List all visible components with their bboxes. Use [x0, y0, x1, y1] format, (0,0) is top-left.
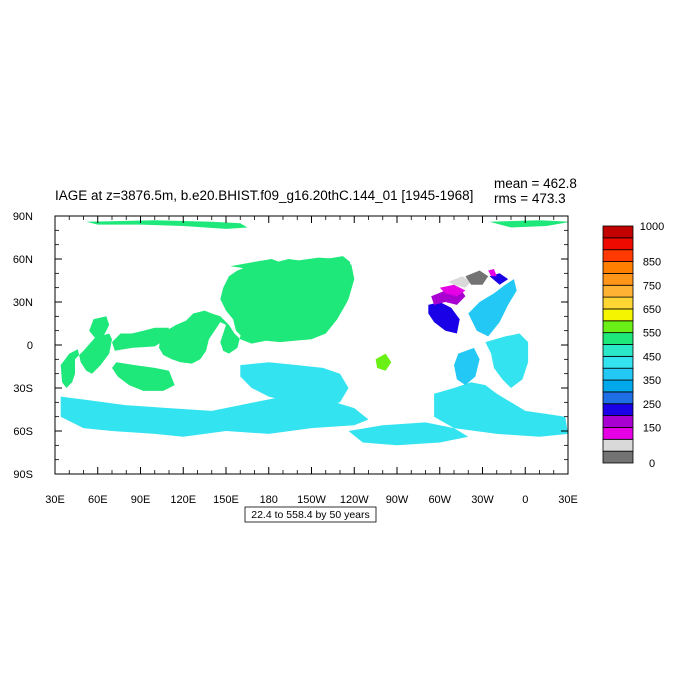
colorbar-box-5: [602, 391, 634, 405]
colorbar: 0 150 250 350 450 550 650 750 850 1000: [602, 221, 664, 470]
mean-stat: mean = 462.8: [494, 176, 577, 191]
age-region-21: [465, 270, 489, 285]
age-region-6: [197, 342, 202, 354]
x-tick-label-4: 150E: [213, 494, 239, 506]
colorbar-box-0: [602, 450, 634, 464]
age-region-12: [434, 382, 568, 437]
x-tick-label-9: 60W: [428, 494, 451, 506]
colorbar-box-17: [602, 249, 634, 262]
colorbar-label-1: 150: [643, 422, 661, 434]
colorbar-label-5: 550: [643, 328, 661, 340]
age-region-17: [428, 302, 460, 334]
colorbar-box-12: [602, 308, 634, 322]
colorbar-box-15: [602, 272, 634, 286]
colorbar-label-0: 0: [649, 458, 655, 470]
colorbar-box-14: [602, 284, 634, 298]
y-tick-label-1: 60N: [13, 254, 33, 266]
colorbar-box-2: [602, 427, 634, 440]
x-tick-label-10: 30W: [471, 494, 494, 506]
colorbar-label-8: 850: [643, 257, 661, 269]
x-tick-label-3: 120E: [170, 494, 196, 506]
colorbar-box-4: [602, 403, 634, 417]
colorbar-box-1: [602, 438, 634, 452]
y-tick-label-0: 90N: [13, 211, 33, 223]
chart-title: IAGE at z=3876.5m, b.e20.BHIST.f09_g16.2…: [55, 188, 473, 203]
age-region-10: [60, 393, 369, 437]
colorbar-box-16: [602, 261, 634, 274]
age-region-7: [86, 220, 248, 229]
age-region-15: [454, 347, 480, 386]
x-tick-label-8: 90W: [386, 494, 409, 506]
x-tick-label-5: 180: [260, 494, 278, 506]
colorbar-label-4: 450: [643, 351, 661, 363]
x-tick-label-11: 0: [522, 494, 528, 506]
age-region-8: [489, 220, 568, 228]
age-region-13: [485, 333, 529, 388]
y-tick-label-2: 30N: [13, 297, 33, 309]
age-region-14: [348, 422, 469, 446]
age-region-19: [439, 284, 466, 297]
colorbar-box-11: [602, 320, 634, 334]
map-plot-area: 30E 60E 90E 120E 150E 180 150W 120W 90W 60W 30W 0 30…: [13, 211, 578, 506]
y-tick-label-6: 90S: [13, 469, 33, 481]
colorbar-label-2: 250: [643, 399, 661, 411]
age-region-3: [89, 316, 110, 338]
colorbar-box-3: [602, 415, 634, 428]
colorbar-box-18: [602, 237, 634, 251]
age-region-11: [240, 362, 349, 409]
age-region-23: [488, 269, 497, 277]
x-tick-label-1: 60E: [88, 494, 108, 506]
colorbar-box-10: [602, 332, 634, 345]
colorbar-label-6: 650: [643, 304, 661, 316]
age-region-20: [448, 276, 472, 288]
x-tick-label-7: 120W: [340, 494, 369, 506]
colorbar-box-7: [602, 367, 634, 381]
age-region-5: [112, 362, 175, 391]
colorbar-box-19: [602, 225, 634, 239]
x-tick-label-12: 30E: [558, 494, 578, 506]
x-tick-label-2: 90E: [131, 494, 151, 506]
age-region-1: [220, 257, 355, 343]
age-region-2: [60, 333, 112, 388]
colorbar-label-7: 750: [643, 280, 661, 292]
y-tick-label-3: 0: [27, 340, 33, 352]
colorbar-box-9: [602, 344, 634, 357]
rms-stat: rms = 473.3: [494, 191, 566, 206]
age-region-9: [375, 353, 392, 371]
x-tick-label-6: 150W: [297, 494, 326, 506]
colorbar-label-3: 350: [643, 375, 661, 387]
contour-info-text: 22.4 to 558.4 by 50 years: [251, 509, 370, 521]
contour-info-box: [244, 506, 377, 523]
colorbar-box-6: [602, 379, 634, 393]
x-tick-label-0: 30E: [45, 494, 65, 506]
age-region-16: [468, 279, 517, 337]
colorbar-box-8: [602, 355, 634, 369]
age-region-4: [112, 327, 169, 351]
y-tick-label-4: 30S: [13, 383, 33, 395]
colorbar-label-9: 1000: [640, 221, 664, 233]
y-tick-label-5: 60S: [13, 426, 33, 438]
colorbar-box-13: [602, 296, 634, 310]
